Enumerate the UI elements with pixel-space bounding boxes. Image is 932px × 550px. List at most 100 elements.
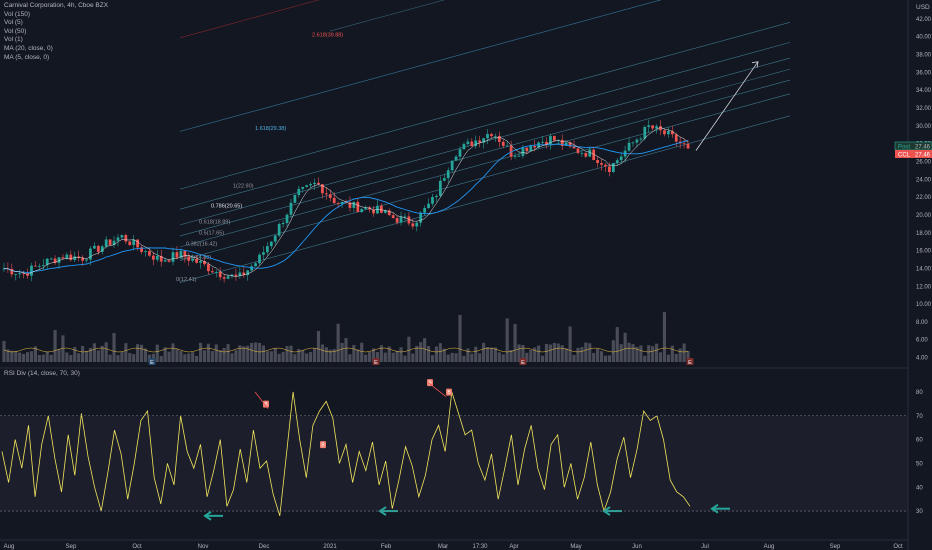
candle-body (411, 223, 415, 227)
candle-body (427, 203, 430, 209)
volume-bar (666, 354, 670, 362)
rsi-axis: 30 40 50 60 70 80 (0, 390, 923, 515)
time-axis[interactable]: Aug Sep Oct Nov Dec 2021 Feb Mar 17:30 Apr May Jun J… (4, 544, 903, 550)
volume-bar (615, 327, 619, 362)
chart-legend: Carnival Corporation, 4h, Cboe BZX Vol (… (4, 2, 108, 62)
earnings-marker[interactable]: E (148, 358, 156, 366)
volume-bar (658, 352, 663, 362)
volume-bar (501, 354, 505, 362)
volume-bar (191, 352, 195, 362)
volume-bar (171, 343, 175, 362)
legend-vol-5[interactable]: Vol (5) (4, 19, 23, 27)
candle-body (442, 178, 446, 181)
legend-vol-1[interactable]: Vol (1) (4, 36, 23, 44)
legend-ma-20[interactable]: MA (20, close, 0) (4, 44, 53, 52)
volume-bar (336, 323, 340, 362)
earnings-marker[interactable]: E (372, 358, 380, 366)
candle-body (376, 205, 379, 214)
price-tag-ccl-label: CCL (898, 153, 911, 159)
candle-body (187, 256, 191, 261)
candle-body (663, 130, 666, 135)
legend-title[interactable]: Carnival Corporation, 4h, Cboe BZX (4, 2, 109, 9)
annotations (695, 61, 759, 151)
volume-bar (368, 351, 372, 362)
candles[interactable] (2, 119, 690, 283)
volume-bar (458, 315, 462, 362)
volume-bar (434, 346, 438, 362)
earnings-marker[interactable]: E (686, 358, 694, 366)
candle-body (10, 268, 14, 275)
candle-body (242, 272, 246, 276)
candle-body (199, 261, 202, 263)
candle-body (674, 134, 678, 142)
candle-body (238, 272, 242, 277)
volume-bar (348, 354, 352, 362)
candle-body (136, 239, 140, 248)
earnings-marker-box[interactable] (686, 358, 694, 365)
price-pane[interactable] (0, 0, 908, 368)
candle-body (250, 266, 254, 271)
legend-vol-50[interactable]: Vol (50) (4, 27, 27, 35)
candle-body (387, 210, 391, 216)
volume-bar (387, 346, 391, 362)
volume-bar (269, 351, 273, 362)
volume-bar (316, 330, 321, 362)
volume-bar (580, 347, 584, 362)
volume-bar (556, 343, 560, 362)
candle-body (682, 143, 686, 145)
legend-ma-5[interactable]: MA (5, close, 0) (4, 53, 50, 61)
volume-bar (309, 351, 313, 362)
time-tick-label: Aug (4, 544, 15, 550)
candle-body (667, 131, 670, 135)
candle-body (494, 135, 497, 137)
candle-body (336, 203, 340, 205)
candle-body (572, 146, 576, 149)
volume-bar (57, 348, 61, 362)
candle-body (415, 222, 419, 227)
volume-bar (18, 352, 22, 362)
volume-bar (214, 344, 218, 362)
volume-bar (37, 355, 41, 362)
volume-bar (139, 344, 144, 362)
candle-body (431, 197, 434, 204)
price-tag-post: Post 27.46 (894, 141, 932, 151)
candle-body (321, 184, 324, 194)
candle-body (273, 235, 277, 242)
candle-body (564, 142, 568, 146)
legend-vol-150[interactable]: Vol (150) (4, 10, 31, 18)
candle-body (584, 152, 588, 157)
rsi-divergence-marker: B (320, 441, 326, 449)
volume-bar (474, 346, 478, 362)
candle-body (108, 239, 112, 245)
volume-bar (187, 353, 191, 362)
candle-body (226, 276, 230, 279)
candle-body (466, 141, 470, 145)
candle-body (399, 216, 403, 223)
price-axis[interactable]: 4.00 6.00 8.00 10.00 12.00 14.00 16.00 18.00 20.… (916, 17, 932, 362)
candle-body (458, 149, 462, 157)
volume-bar (344, 338, 348, 362)
candle-body (140, 247, 143, 252)
candle-body (151, 255, 155, 260)
volume-bar (596, 348, 600, 362)
candle-body (81, 257, 84, 261)
volume-bar (301, 350, 305, 362)
volume-bar (611, 340, 615, 362)
volume-bar (143, 348, 148, 362)
volume-bar (576, 347, 580, 362)
earnings-marker[interactable]: E (519, 358, 527, 366)
candle-body (34, 265, 37, 267)
earnings-marker-box[interactable] (519, 358, 527, 365)
fib-line (179, 68, 791, 237)
candle-body (175, 252, 179, 258)
rsi-legend[interactable]: RSI Div (14, close, 70, 30) (4, 370, 80, 377)
candle-body (478, 140, 482, 143)
earnings-marker-box[interactable] (372, 358, 380, 365)
volume-bar (352, 344, 356, 362)
candle-body (372, 209, 375, 214)
candle-body (73, 256, 77, 261)
candle-body (305, 185, 309, 187)
volume-bar (651, 346, 655, 362)
earnings-marker-box[interactable] (148, 358, 156, 365)
